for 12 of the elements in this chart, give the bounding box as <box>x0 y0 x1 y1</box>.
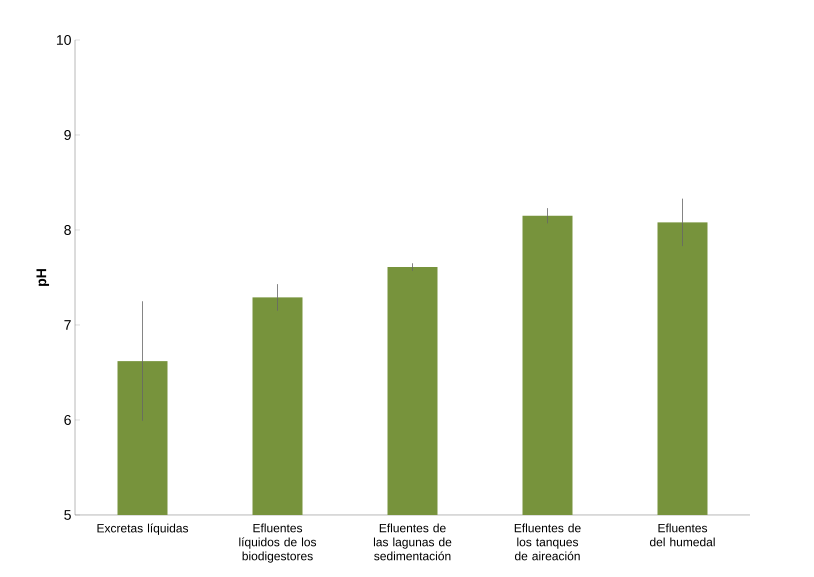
y-tick-label: 10 <box>56 35 71 45</box>
x-tick-label: Efluentes de los tanques de aireación <box>514 524 581 560</box>
x-tick-label: Efluentes líquidos de los biodigestores <box>239 524 316 563</box>
y-tick-label: 8 <box>64 225 71 235</box>
y-tick-label: 7 <box>64 320 71 330</box>
y-axis-title: pH <box>36 269 50 286</box>
y-tick-label: 9 <box>64 130 71 140</box>
x-tick-label: Excretas líquidas <box>97 524 188 535</box>
x-tick-label: Efluentes de las lagunas de sedimentación <box>374 524 452 560</box>
y-tick-label: 6 <box>64 415 71 425</box>
y-tick-label: 5 <box>64 510 71 520</box>
x-tick-label: Efluentes del humedal <box>650 524 715 546</box>
